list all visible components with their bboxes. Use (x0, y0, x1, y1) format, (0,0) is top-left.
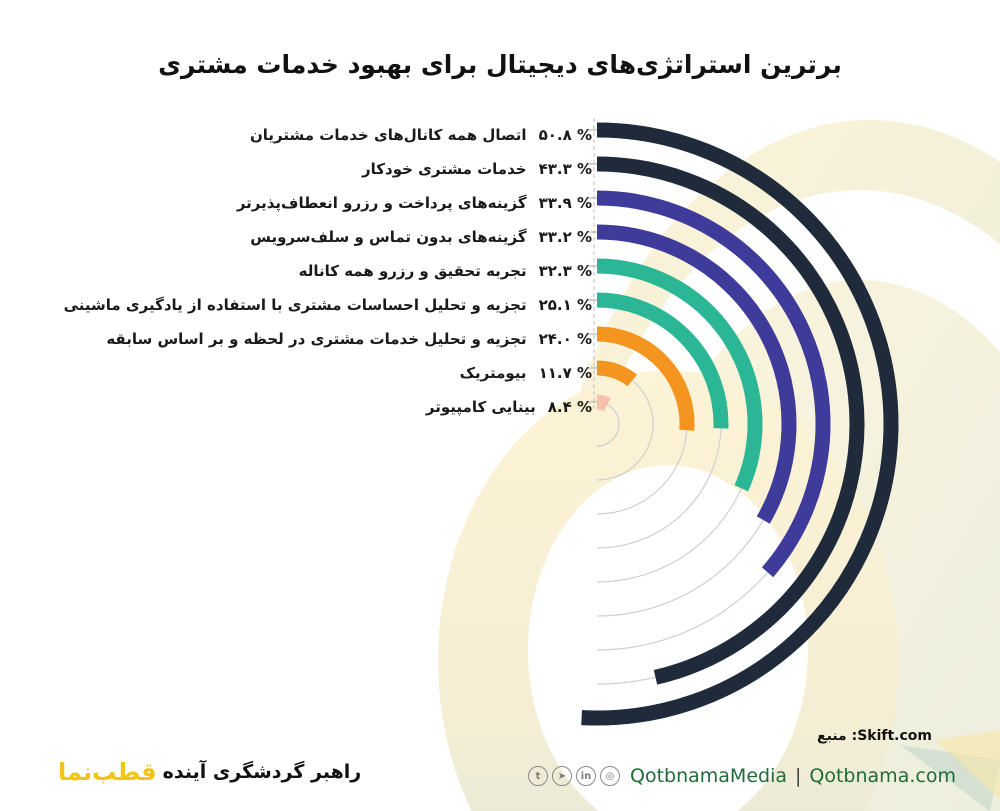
category-label: گزینه‌های پرداخت و رزرو انعطاف‌پذیرتر (236, 194, 527, 212)
category-label: اتصال همه کانال‌های خدمات مشتریان (249, 126, 527, 144)
category-label: تجزیه و تحلیل احساسات مشتری با استفاده ا… (63, 296, 527, 314)
value-label: ۳۲.۳ % (538, 262, 592, 280)
brand-logo: قطب‌نما (58, 758, 157, 786)
radial-bar (596, 292, 729, 429)
legend-row: ۴۳.۳ % خدمات مشتری خودکار (32, 152, 592, 186)
value-label: ۲۵.۱ % (538, 296, 592, 314)
website-link[interactable]: Qotbnama.com (809, 765, 956, 787)
linkedin-icon[interactable]: in (576, 766, 596, 786)
value-label: ۴۳.۳ % (538, 160, 592, 178)
radial-bar (596, 326, 695, 431)
radial-bar (596, 224, 797, 524)
category-label: بینایی کامپیوتر (425, 398, 536, 416)
source-note: منبع :Skift.com (817, 728, 932, 744)
page-title: برترین استراتژی‌های دیجیتال برای بهبود خ… (158, 50, 842, 79)
legend-labels: ۵۰.۸ % اتصال همه کانال‌های خدمات مشتریان ۴… (32, 118, 592, 424)
legend-row: ۵۰.۸ % اتصال همه کانال‌های خدمات مشتریان (32, 118, 592, 152)
footer-links: t ➤ in ◎ QotbnamaMedia | Qotbnama.com (528, 765, 956, 787)
legend-row: ۳۳.۹ % گزینه‌های پرداخت و رزرو انعطاف‌پذی… (32, 186, 592, 220)
radial-bar (596, 190, 831, 578)
radial-bar (596, 258, 763, 492)
instagram-icon[interactable]: ◎ (600, 766, 620, 786)
legend-row: ۱۱.۷ % بیومتریک (32, 356, 592, 390)
value-label: ۸.۴ % (547, 398, 592, 416)
separator: | (795, 765, 802, 787)
category-label: گزینه‌های بدون تماس و سلف‌سرویس (250, 228, 527, 246)
radial-bar (596, 394, 611, 412)
legend-row: ۳۲.۳ % تجربه تحقیق و رزرو همه کاناله (32, 254, 592, 288)
radial-bar (596, 360, 637, 387)
value-label: ۳۳.۹ % (538, 194, 592, 212)
telegram-icon[interactable]: ➤ (552, 766, 572, 786)
handle-link[interactable]: QotbnamaMedia (630, 765, 787, 787)
guide-arc (596, 333, 688, 515)
radial-bar (596, 156, 865, 685)
category-label: خدمات مشتری خودکار (362, 160, 527, 178)
category-label: تجربه تحقیق و رزرو همه کاناله (298, 262, 527, 280)
brand-tagline: راهبر گردشگری آینده (162, 761, 362, 783)
category-label: بیومتریک (459, 364, 527, 382)
legend-row: ۸.۴ % بینایی کامپیوتر (32, 390, 592, 424)
twitter-icon[interactable]: t (528, 766, 548, 786)
value-label: ۳۳.۲ % (538, 228, 592, 246)
value-label: ۱۱.۷ % (538, 364, 592, 382)
guide-arc (596, 265, 756, 583)
value-label: ۲۴.۰ % (538, 330, 592, 348)
legend-row: ۲۵.۱ % تجزیه و تحلیل احساسات مشتری با است… (32, 288, 592, 322)
radial-bar (581, 122, 899, 726)
legend-row: ۳۳.۲ % گزینه‌های بدون تماس و سلف‌سرویس (32, 220, 592, 254)
category-label: تجزیه و تحلیل خدمات مشتری در لحظه و بر ا… (106, 330, 527, 348)
guide-arc (596, 367, 654, 481)
legend-row: ۲۴.۰ % تجزیه و تحلیل خدمات مشتری در لحظه … (32, 322, 592, 356)
brand: قطب‌نما راهبر گردشگری آینده (58, 758, 361, 786)
value-label: ۵۰.۸ % (538, 126, 592, 144)
